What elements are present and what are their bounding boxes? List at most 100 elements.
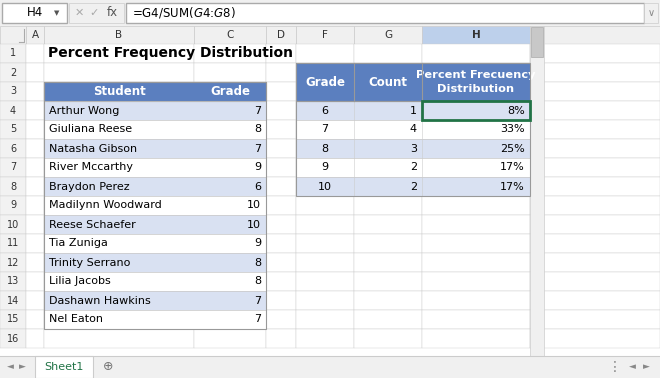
Text: 4: 4 [10,105,16,116]
Bar [422,234,530,253]
Text: Percent Frequency Distribution: Percent Frequency Distribution [48,46,293,60]
Bar [296,253,354,272]
Text: 16: 16 [7,333,19,344]
Bar [44,215,194,234]
Bar [266,177,296,196]
Bar [296,272,354,291]
Text: Percent Frecuency: Percent Frecuency [416,70,536,80]
Bar [296,26,354,44]
Bar [530,139,660,158]
Bar [354,177,422,196]
Bar [422,82,530,101]
Bar [44,177,194,196]
Bar [266,291,296,310]
Bar [530,329,660,348]
Bar [354,120,422,139]
Bar [422,63,530,101]
Bar [194,291,266,310]
Bar [296,177,354,196]
Bar [296,139,530,158]
Bar [296,329,354,348]
Bar [354,63,422,101]
Text: Nel Eaton: Nel Eaton [49,314,103,324]
Text: ∨: ∨ [647,8,655,18]
Bar [44,310,266,329]
Bar [422,329,530,348]
Text: 3: 3 [10,87,16,96]
Bar [0,63,26,82]
Text: 10: 10 [318,181,332,192]
Text: 9: 9 [321,163,329,172]
Bar [296,310,354,329]
Bar [26,158,44,177]
Bar [44,101,266,120]
Bar [530,272,660,291]
Bar [194,44,266,63]
Bar [194,310,266,329]
Bar [44,82,266,101]
Bar [530,120,660,139]
Bar [44,291,194,310]
Bar [44,26,194,44]
Bar [530,177,660,196]
Bar [44,234,194,253]
Bar [26,310,44,329]
Text: D: D [277,30,285,40]
Bar [422,139,530,158]
Bar [0,253,26,272]
Text: Arthur Wong: Arthur Wong [49,105,119,116]
Text: 11: 11 [7,239,19,248]
Bar [44,310,194,329]
Bar [296,120,354,139]
Text: Giuliana Reese: Giuliana Reese [49,124,132,135]
Text: 9: 9 [254,239,261,248]
Bar [266,215,296,234]
Bar [296,101,530,196]
Bar [644,3,658,23]
Bar [26,196,44,215]
Text: 7: 7 [254,314,261,324]
Bar [422,101,530,120]
Bar [194,196,266,215]
Bar [266,101,296,120]
Text: Reese Schaefer: Reese Schaefer [49,220,136,229]
Text: ✕: ✕ [75,8,84,18]
Bar [296,215,354,234]
Bar [194,177,266,196]
Bar [530,82,660,101]
Bar [44,253,194,272]
Bar [296,139,354,158]
Bar [44,82,266,329]
Bar [0,291,26,310]
Text: 9: 9 [254,163,261,172]
Text: 7: 7 [254,105,261,116]
Bar [354,215,422,234]
Bar [422,158,530,177]
Bar [194,272,266,291]
Bar [266,44,296,63]
Bar [354,234,422,253]
Bar [354,44,422,63]
Text: ►: ► [18,363,26,372]
Text: ◄: ◄ [7,363,13,372]
Bar [26,272,44,291]
Bar [26,82,44,101]
Bar [44,215,266,234]
Bar [422,196,530,215]
Text: ►: ► [643,363,649,372]
Bar [266,158,296,177]
Text: 8: 8 [254,276,261,287]
Bar [194,215,266,234]
Text: ◄: ◄ [628,363,636,372]
Text: 3: 3 [410,144,417,153]
Text: G: G [384,30,392,40]
Bar [44,234,194,253]
Bar [530,158,660,177]
Bar [44,272,266,291]
Bar [194,101,266,120]
Text: Count: Count [368,76,407,88]
Text: 10: 10 [247,200,261,211]
Bar [44,234,266,253]
Text: 7: 7 [10,163,16,172]
Bar [530,26,544,356]
